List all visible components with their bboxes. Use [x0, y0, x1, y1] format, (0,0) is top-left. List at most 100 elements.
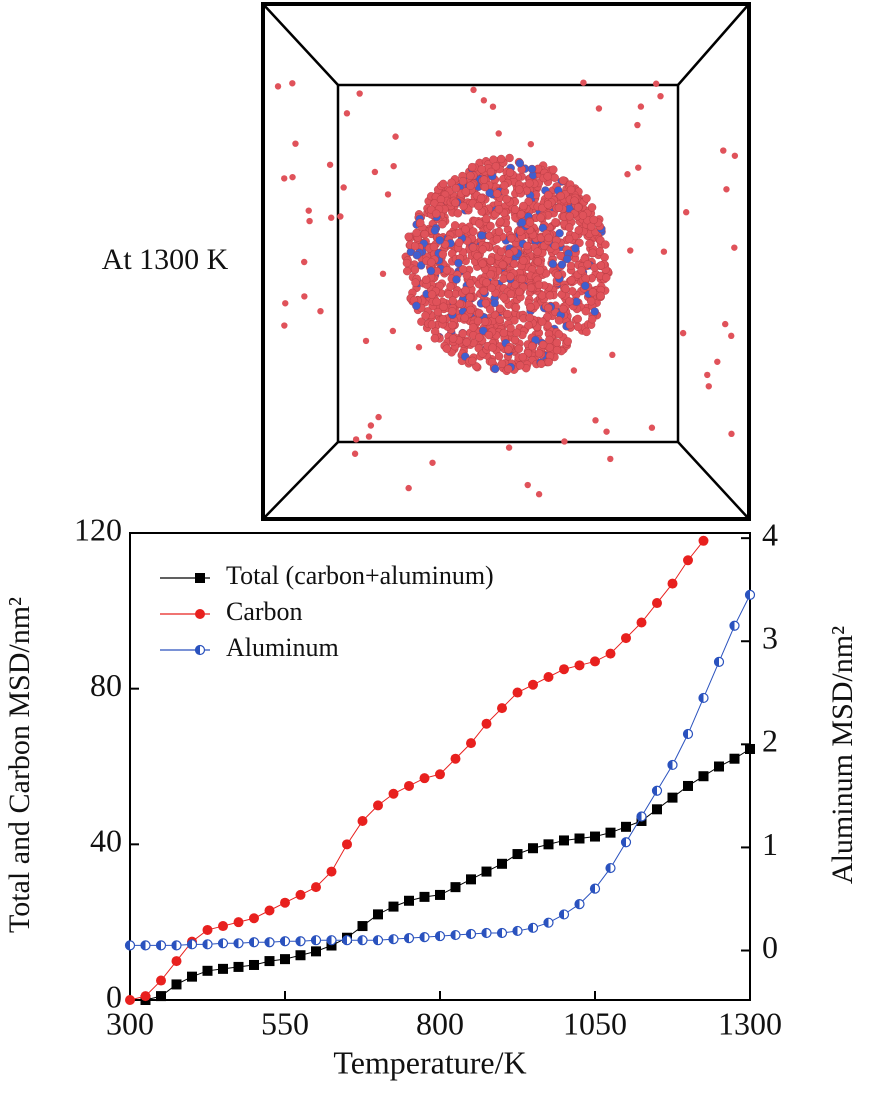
particle: [567, 276, 576, 285]
marker: [357, 935, 368, 946]
particle: [566, 185, 576, 195]
particle: [580, 79, 587, 86]
particle: [432, 209, 441, 218]
particle: [505, 153, 514, 163]
particle: [448, 296, 458, 305]
marker: [574, 660, 585, 671]
marker: [435, 769, 445, 780]
particle: [527, 341, 537, 351]
y2-tick-label: 3: [762, 620, 778, 656]
marker: [481, 927, 492, 939]
particle: [586, 297, 596, 306]
particle: [460, 313, 469, 322]
particle: [474, 219, 484, 228]
particle: [544, 233, 553, 243]
marker: [326, 935, 337, 946]
marker: [496, 927, 508, 939]
marker: [156, 975, 166, 986]
particle: [492, 235, 502, 244]
marker: [388, 934, 399, 945]
particle: [506, 323, 515, 333]
particle: [592, 417, 599, 424]
marker: [186, 939, 198, 950]
particle: [609, 351, 616, 359]
marker-half: [497, 928, 502, 938]
particle: [496, 154, 506, 164]
particle: [490, 298, 499, 308]
particle: [587, 203, 597, 212]
particle: [603, 428, 610, 435]
marker: [156, 991, 166, 1002]
particle: [430, 226, 440, 235]
marker: [682, 728, 694, 740]
particle: [600, 253, 609, 262]
marker: [125, 995, 135, 1005]
particle: [525, 179, 534, 188]
particle: [477, 165, 486, 174]
particle: [559, 176, 568, 185]
particle: [447, 178, 456, 187]
marker: [310, 935, 322, 946]
marker: [434, 930, 446, 942]
particle: [588, 288, 598, 297]
particle: [731, 244, 738, 251]
particle: [554, 329, 564, 339]
particle: [495, 130, 502, 137]
particle: [587, 315, 597, 324]
particle: [537, 317, 547, 326]
particle: [504, 364, 513, 374]
particle: [478, 259, 487, 268]
particle: [553, 270, 563, 280]
particle: [479, 326, 488, 336]
particle: [519, 256, 528, 265]
marker: [249, 959, 259, 970]
x-tick-label: 300: [106, 1005, 154, 1041]
particle: [479, 175, 489, 184]
particle: [475, 333, 484, 342]
particle: [352, 436, 360, 443]
particle: [550, 241, 560, 251]
particle: [504, 345, 513, 354]
particle: [451, 198, 460, 208]
particle: [498, 260, 507, 269]
particle: [731, 152, 739, 159]
marker: [636, 811, 647, 822]
particle: [518, 352, 528, 362]
particle: [682, 209, 690, 216]
particle: [512, 328, 522, 337]
particle: [570, 196, 579, 205]
y-tick-label: 120: [74, 511, 122, 547]
marker: [559, 835, 569, 846]
marker: [171, 940, 182, 951]
particle: [525, 313, 534, 322]
particle: [416, 218, 425, 228]
particle: [438, 220, 447, 229]
marker-half: [513, 926, 518, 936]
x-tick-label: 1300: [718, 1005, 782, 1041]
particle: [487, 283, 496, 293]
marker: [249, 913, 259, 924]
particle: [442, 265, 452, 275]
particle: [552, 345, 562, 355]
particle: [499, 293, 508, 302]
particle: [458, 265, 468, 274]
particle: [469, 227, 478, 236]
particle: [544, 190, 553, 200]
particle: [500, 181, 509, 190]
marker: [481, 718, 492, 729]
particle: [439, 302, 448, 311]
particle: [564, 234, 574, 244]
marker-half: [683, 729, 688, 739]
marker: [218, 963, 228, 974]
marker: [543, 839, 554, 850]
particle: [444, 290, 453, 299]
marker: [419, 932, 430, 943]
marker: [404, 780, 414, 791]
particle: [375, 413, 382, 421]
marker: [194, 644, 206, 656]
particle: [561, 284, 570, 293]
particle: [499, 328, 508, 338]
particle: [446, 282, 455, 291]
particle: [534, 349, 544, 358]
